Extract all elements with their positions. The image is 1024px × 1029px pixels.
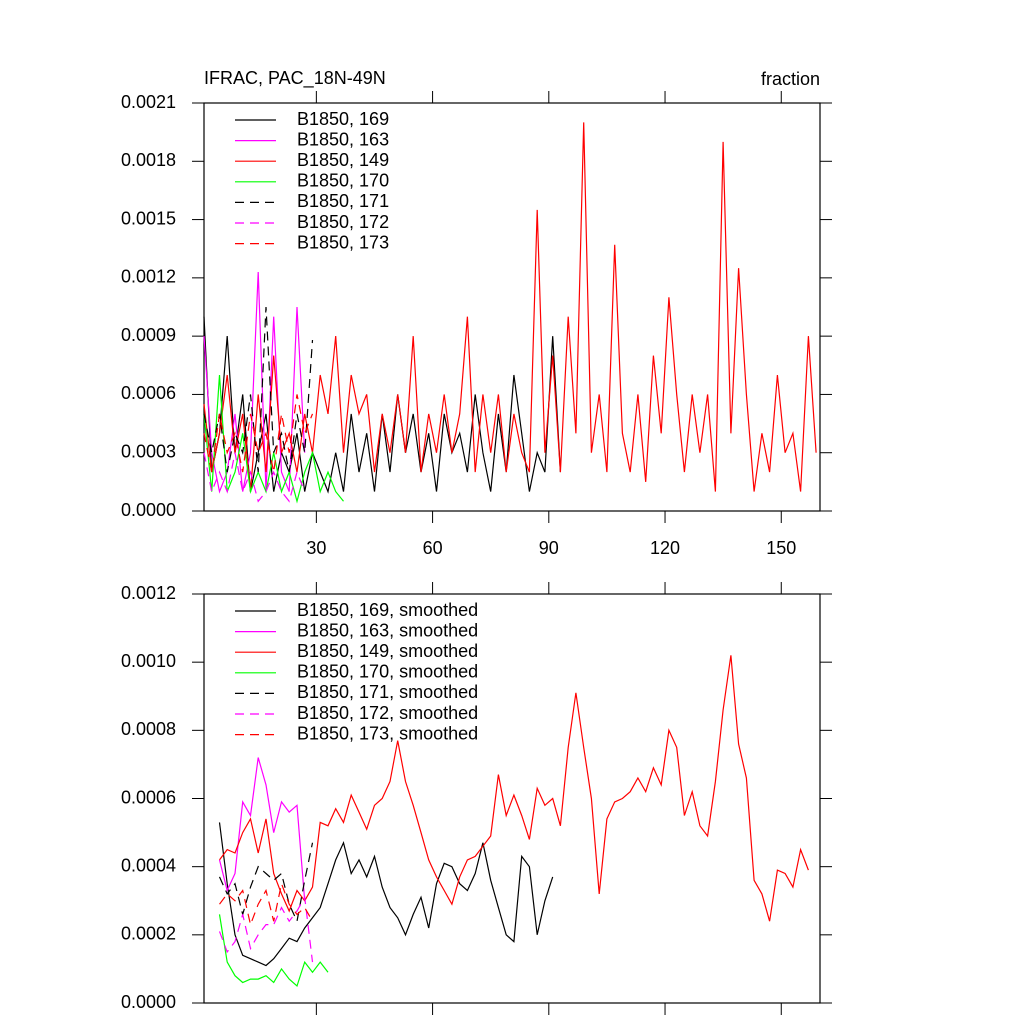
series-line xyxy=(218,757,306,901)
legend-label: B1850, 163, smoothed xyxy=(297,620,478,640)
y-tick-label: 0.0002 xyxy=(121,924,176,944)
chart-title: IFRAC, PAC_18N-49N xyxy=(204,68,386,89)
legend-label: B1850, 170 xyxy=(297,171,389,191)
series-line xyxy=(218,842,314,924)
legend-label: B1850, 170, smoothed xyxy=(297,662,478,682)
series-line xyxy=(218,822,554,967)
series-line xyxy=(218,914,329,988)
series-line xyxy=(219,655,809,922)
x-tick-label: 30 xyxy=(306,538,326,558)
y-tick-label: 0.0006 xyxy=(121,787,176,807)
series-line xyxy=(203,452,306,503)
series-line xyxy=(219,881,314,927)
y-tick-label: 0.0009 xyxy=(121,325,176,345)
y-tick-label: 0.0012 xyxy=(121,583,176,603)
y-tick-label: 0.0006 xyxy=(121,383,176,403)
legend-label: B1850, 149, smoothed xyxy=(297,641,478,661)
legend-label: B1850, 169, smoothed xyxy=(297,600,478,620)
y-tick-label: 0.0004 xyxy=(121,855,176,875)
legend-label: B1850, 171 xyxy=(297,191,389,211)
series-line xyxy=(218,895,314,963)
legend-label: B1850, 149 xyxy=(297,150,389,170)
y-tick-label: 0.0015 xyxy=(121,208,176,228)
legend-label: B1850, 173, smoothed xyxy=(297,723,478,743)
y-tick-label: 0.0000 xyxy=(121,992,176,1012)
legend-label: B1850, 171, smoothed xyxy=(297,682,478,702)
series-line xyxy=(203,394,314,473)
legend-label: B1850, 172, smoothed xyxy=(297,703,478,723)
legend-label: B1850, 173 xyxy=(297,232,389,252)
y-tick-label: 0.0008 xyxy=(121,719,176,739)
legend-label: B1850, 172 xyxy=(297,212,389,232)
y-tick-label: 0.0012 xyxy=(121,267,176,287)
y-tick-label: 0.0000 xyxy=(121,500,176,520)
series-line xyxy=(203,271,306,494)
x-tick-label: 60 xyxy=(423,538,443,558)
units-label: fraction xyxy=(761,69,820,89)
x-tick-label: 90 xyxy=(539,538,559,558)
y-tick-label: 0.0021 xyxy=(121,92,176,112)
x-tick-label: 120 xyxy=(650,538,680,558)
legend-label: B1850, 169 xyxy=(297,109,389,129)
x-tick-label: 150 xyxy=(766,538,796,558)
plot-frame xyxy=(203,102,821,512)
series-line xyxy=(203,306,314,473)
y-tick-label: 0.0003 xyxy=(121,441,176,461)
y-tick-label: 0.0010 xyxy=(121,651,176,671)
legend-label: B1850, 163 xyxy=(297,129,389,149)
y-tick-label: 0.0018 xyxy=(121,150,176,170)
series-line xyxy=(203,122,817,492)
